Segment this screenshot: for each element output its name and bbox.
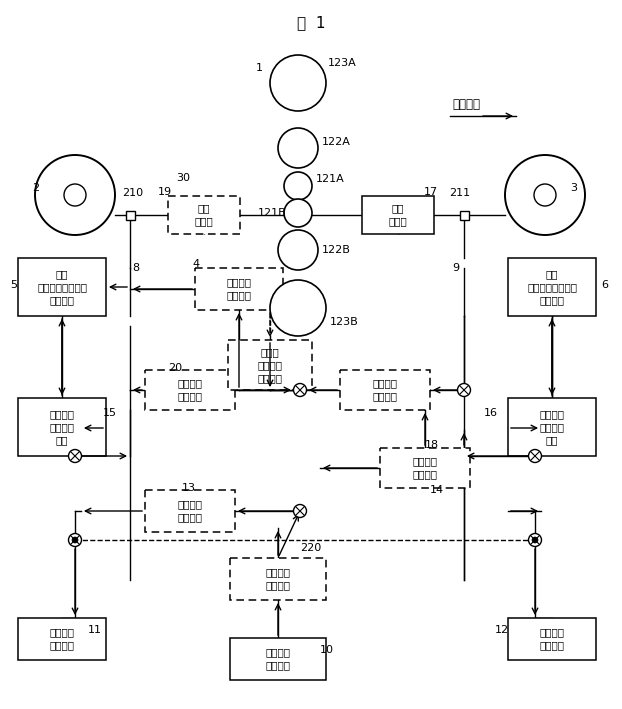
Bar (508, 618, 596, 660)
Text: 13: 13 (182, 483, 196, 493)
Text: 10: 10 (320, 645, 334, 655)
Text: 圧延方向: 圧延方向 (452, 98, 480, 111)
Text: 図  1: 図 1 (297, 16, 325, 30)
Bar (460, 211, 468, 220)
Circle shape (294, 505, 307, 518)
Circle shape (529, 533, 542, 547)
Circle shape (458, 384, 470, 396)
Text: 122A: 122A (322, 137, 351, 147)
Bar (508, 258, 596, 316)
Bar (145, 370, 235, 410)
Text: 12: 12 (495, 625, 509, 635)
Text: 6: 6 (601, 280, 608, 290)
Text: 出側張力
制御装置: 出側張力 制御装置 (412, 457, 437, 479)
Circle shape (278, 230, 318, 270)
Text: 圧延速度
設定装置: 圧延速度 設定装置 (266, 647, 290, 671)
Text: 入側
テンションリール
制御装置: 入側 テンションリール 制御装置 (37, 269, 87, 305)
Text: 211: 211 (449, 188, 470, 198)
Text: 5: 5 (10, 280, 17, 290)
Bar (126, 211, 134, 220)
Bar (340, 370, 430, 410)
Circle shape (35, 155, 115, 235)
Text: 4: 4 (192, 259, 199, 269)
Text: ロール
ギャップ
制御装置: ロール ギャップ 制御装置 (258, 347, 282, 383)
Circle shape (534, 184, 556, 206)
Text: 11: 11 (88, 625, 102, 635)
Text: 出側板厚
制御装置: 出側板厚 制御装置 (373, 379, 397, 401)
Text: 18: 18 (425, 440, 439, 450)
Bar (380, 448, 470, 488)
Circle shape (72, 537, 78, 543)
Text: 220: 220 (300, 543, 321, 553)
Text: 210: 210 (122, 188, 143, 198)
Circle shape (505, 155, 585, 235)
Circle shape (278, 128, 318, 168)
Bar (230, 638, 326, 680)
Text: 入側板厚
制御装置: 入側板厚 制御装置 (177, 379, 203, 401)
Text: 20: 20 (168, 363, 182, 373)
Text: 121B: 121B (258, 208, 287, 218)
Bar (508, 398, 596, 456)
Text: 出側
板厚計: 出側 板厚計 (389, 203, 407, 227)
Text: 123B: 123B (330, 317, 359, 327)
Text: ミル速度
制御装置: ミル速度 制御装置 (226, 277, 251, 301)
Circle shape (64, 184, 86, 206)
Text: 1: 1 (256, 63, 263, 73)
Text: 16: 16 (484, 408, 498, 418)
Text: 入側張力
電流変換
装置: 入側張力 電流変換 装置 (50, 409, 75, 445)
Circle shape (294, 384, 307, 396)
Text: 121A: 121A (316, 174, 345, 184)
Text: 19: 19 (158, 187, 172, 197)
Text: 出側
テンションリール
制御装置: 出側 テンションリール 制御装置 (527, 269, 577, 305)
Bar (362, 196, 434, 234)
Text: 122B: 122B (322, 245, 351, 255)
Circle shape (68, 450, 81, 462)
Bar (230, 558, 326, 600)
Text: 出側張力
設定装置: 出側張力 設定装置 (539, 627, 565, 651)
Bar (228, 340, 312, 390)
Bar (145, 490, 235, 532)
Circle shape (270, 280, 326, 336)
Circle shape (68, 533, 81, 547)
Bar (18, 618, 106, 660)
Text: 15: 15 (103, 408, 117, 418)
Text: 3: 3 (570, 183, 577, 193)
Bar (168, 196, 240, 234)
Circle shape (284, 172, 312, 200)
Text: 8: 8 (132, 263, 139, 273)
Text: 圧延速度
制限装置: 圧延速度 制限装置 (266, 567, 290, 591)
Bar (18, 398, 106, 456)
Circle shape (532, 537, 538, 543)
Text: 入側張力
制御装置: 入側張力 制御装置 (177, 499, 203, 523)
Text: 出側張力
電流変換
装置: 出側張力 電流変換 装置 (539, 409, 565, 445)
Text: 14: 14 (430, 485, 444, 495)
Circle shape (270, 55, 326, 111)
Bar (195, 268, 283, 310)
Text: 123A: 123A (328, 58, 357, 68)
Text: 入側張力
設定装置: 入側張力 設定装置 (50, 627, 75, 651)
Text: 17: 17 (424, 187, 438, 197)
Circle shape (284, 199, 312, 227)
Text: 9: 9 (452, 263, 459, 273)
Text: 入側
板厚計: 入側 板厚計 (195, 203, 213, 227)
Bar (18, 258, 106, 316)
Text: 2: 2 (32, 183, 39, 193)
Circle shape (529, 450, 542, 462)
Text: 30: 30 (176, 173, 190, 183)
